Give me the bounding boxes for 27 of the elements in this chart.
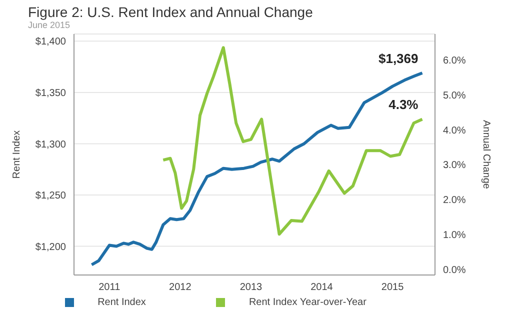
y-tick-label: $1,200 xyxy=(35,242,66,253)
x-tick-label: 2011 xyxy=(98,282,121,294)
data-label: 4.3% xyxy=(388,97,419,112)
chart-title: Figure 2: U.S. Rent Index and Annual Change xyxy=(27,4,314,20)
y2-axis-title: Annual Change xyxy=(480,120,492,190)
y2-tick-label: 3.0% xyxy=(443,160,466,172)
data-label: $1,369 xyxy=(378,50,418,66)
y2-tick-label: 0.0% xyxy=(443,264,466,276)
y-tick-label: $1,250 xyxy=(35,190,66,202)
y2-tick-label: 6.0% xyxy=(443,55,466,66)
legend-label: Rent Index xyxy=(98,297,146,308)
y-tick-label: $1,350 xyxy=(35,88,66,100)
y2-tick-label: 1.0% xyxy=(443,230,466,242)
line-series xyxy=(90,71,424,266)
line-series xyxy=(162,46,424,236)
y-tick-label: $1,300 xyxy=(35,139,66,150)
y-tick-label: $1,400 xyxy=(35,36,66,48)
x-tick-label: 2013 xyxy=(240,282,263,294)
y2-tick-label: 2.0% xyxy=(443,195,466,206)
y2-tick-label: 5.0% xyxy=(443,90,466,102)
x-tick-label: 2012 xyxy=(169,282,192,294)
y-axis-title: Rent Index xyxy=(12,130,23,179)
x-tick-label: 2015 xyxy=(381,282,404,294)
y2-tick-label: 4.0% xyxy=(443,125,466,136)
chart-subtitle: June 2015 xyxy=(27,20,72,30)
x-tick-label: 2014 xyxy=(310,282,334,294)
legend-label: Rent Index Year-over-Year xyxy=(248,297,366,308)
